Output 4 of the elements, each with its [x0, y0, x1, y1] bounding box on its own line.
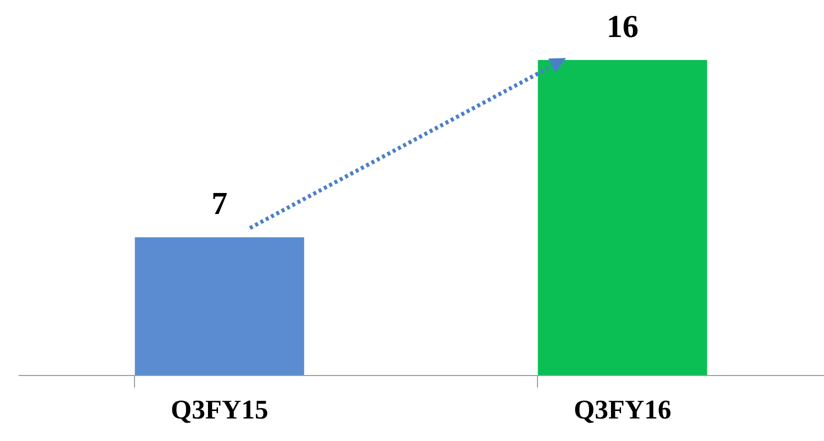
- x-tick-label: Q3FY15: [170, 394, 268, 424]
- x-tick-label: Q3FY16: [574, 394, 672, 424]
- data-label: 7: [212, 185, 228, 222]
- data-label: 16: [606, 8, 638, 44]
